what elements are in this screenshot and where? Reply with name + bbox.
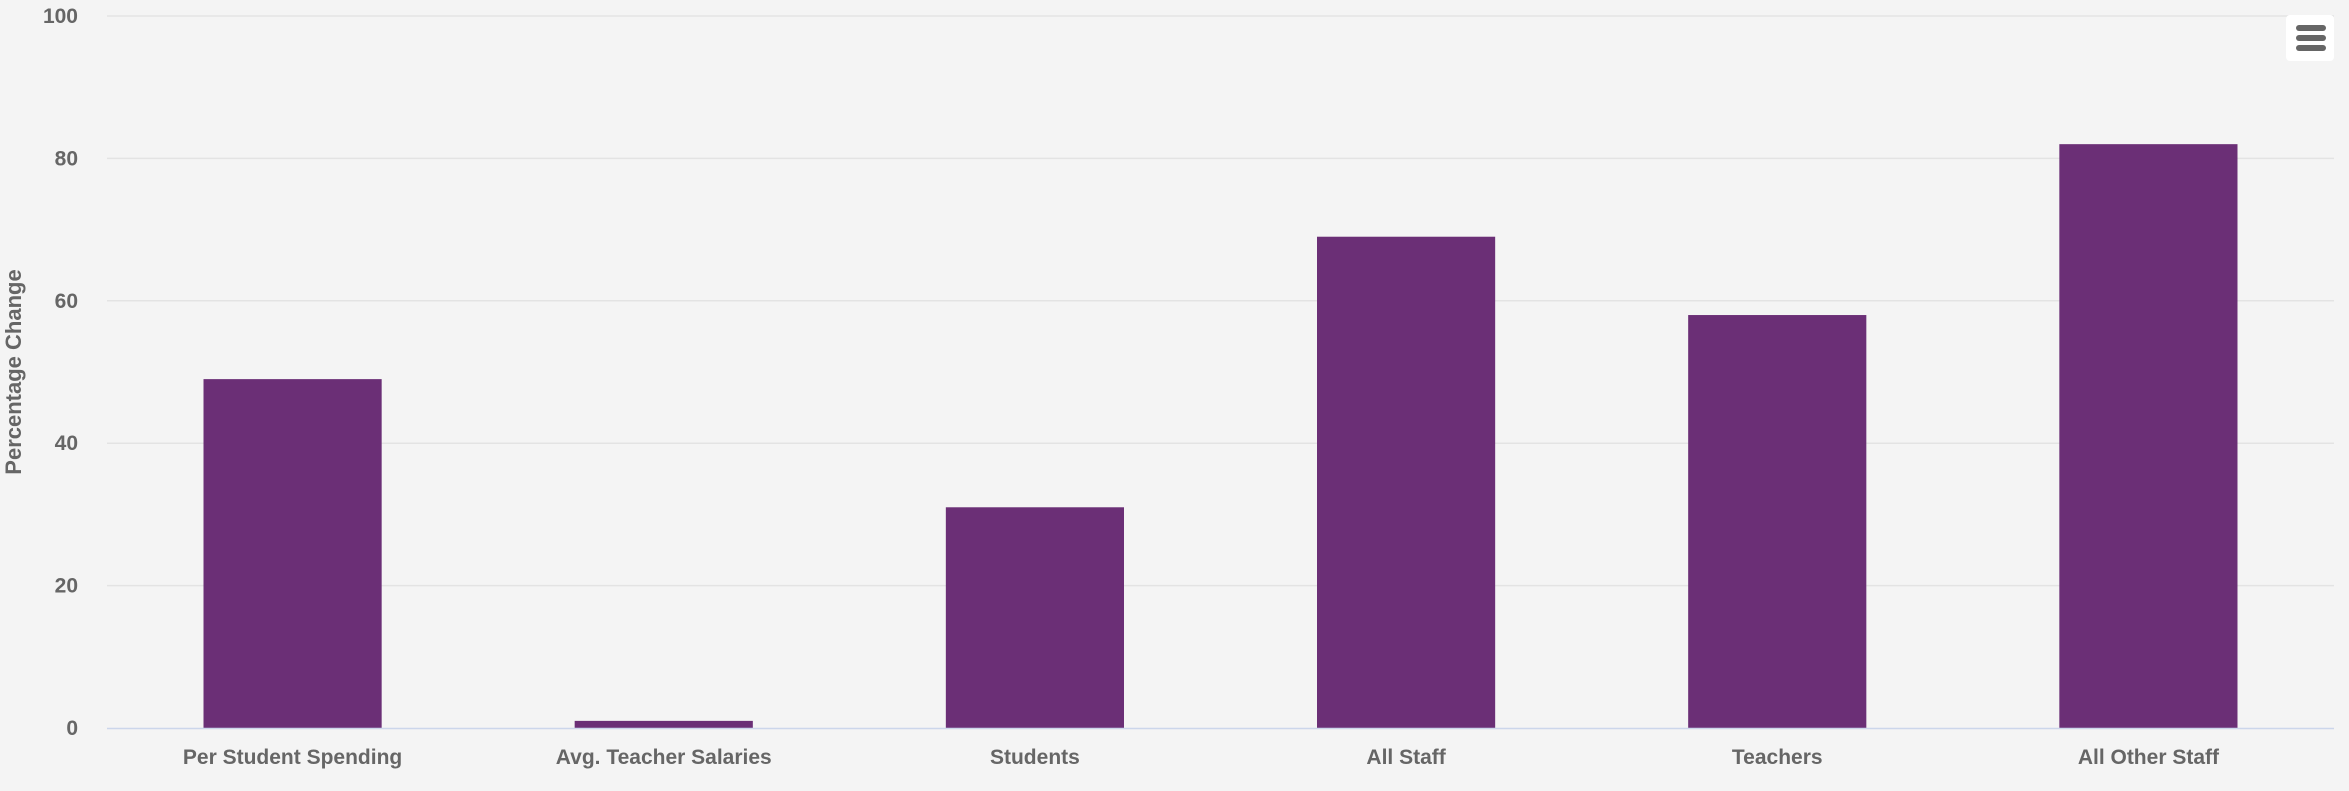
y-tick-label: 60 <box>55 290 78 313</box>
y-tick-label: 20 <box>55 575 78 598</box>
x-tick-label: All Other Staff <box>2078 746 2220 769</box>
y-tick-label: 80 <box>55 147 78 170</box>
y-tick-label: 40 <box>55 432 78 455</box>
menu-icon-bar <box>2296 45 2326 51</box>
menu-icon-bar <box>2296 35 2326 41</box>
menu-icon-bar <box>2296 25 2326 31</box>
x-tick-label: Avg. Teacher Salaries <box>556 746 772 769</box>
bars <box>203 144 2238 728</box>
y-tick-label: 100 <box>43 5 78 28</box>
x-tick-label: Students <box>990 746 1080 769</box>
axes: 0 20 40 60 80 100 Per Student Spending Avg. Tea… <box>43 5 2334 769</box>
x-tick-label: All Staff <box>1366 746 1446 769</box>
y-tick-label: 0 <box>66 717 78 740</box>
bar[interactable] <box>2059 144 2238 728</box>
y-axis-title: Percentage Change <box>1 269 26 474</box>
bar[interactable] <box>1688 315 1867 728</box>
bar[interactable] <box>945 507 1124 728</box>
gridlines <box>107 15 2334 587</box>
x-tick-label: Teachers <box>1732 746 1823 769</box>
hamburger-menu-icon <box>2286 15 2334 61</box>
chart-menu-button[interactable] <box>2286 15 2334 61</box>
x-tick-label: Per Student Spending <box>183 746 402 769</box>
bar[interactable] <box>1317 236 1496 728</box>
bar[interactable] <box>574 720 753 728</box>
bar[interactable] <box>203 379 382 728</box>
